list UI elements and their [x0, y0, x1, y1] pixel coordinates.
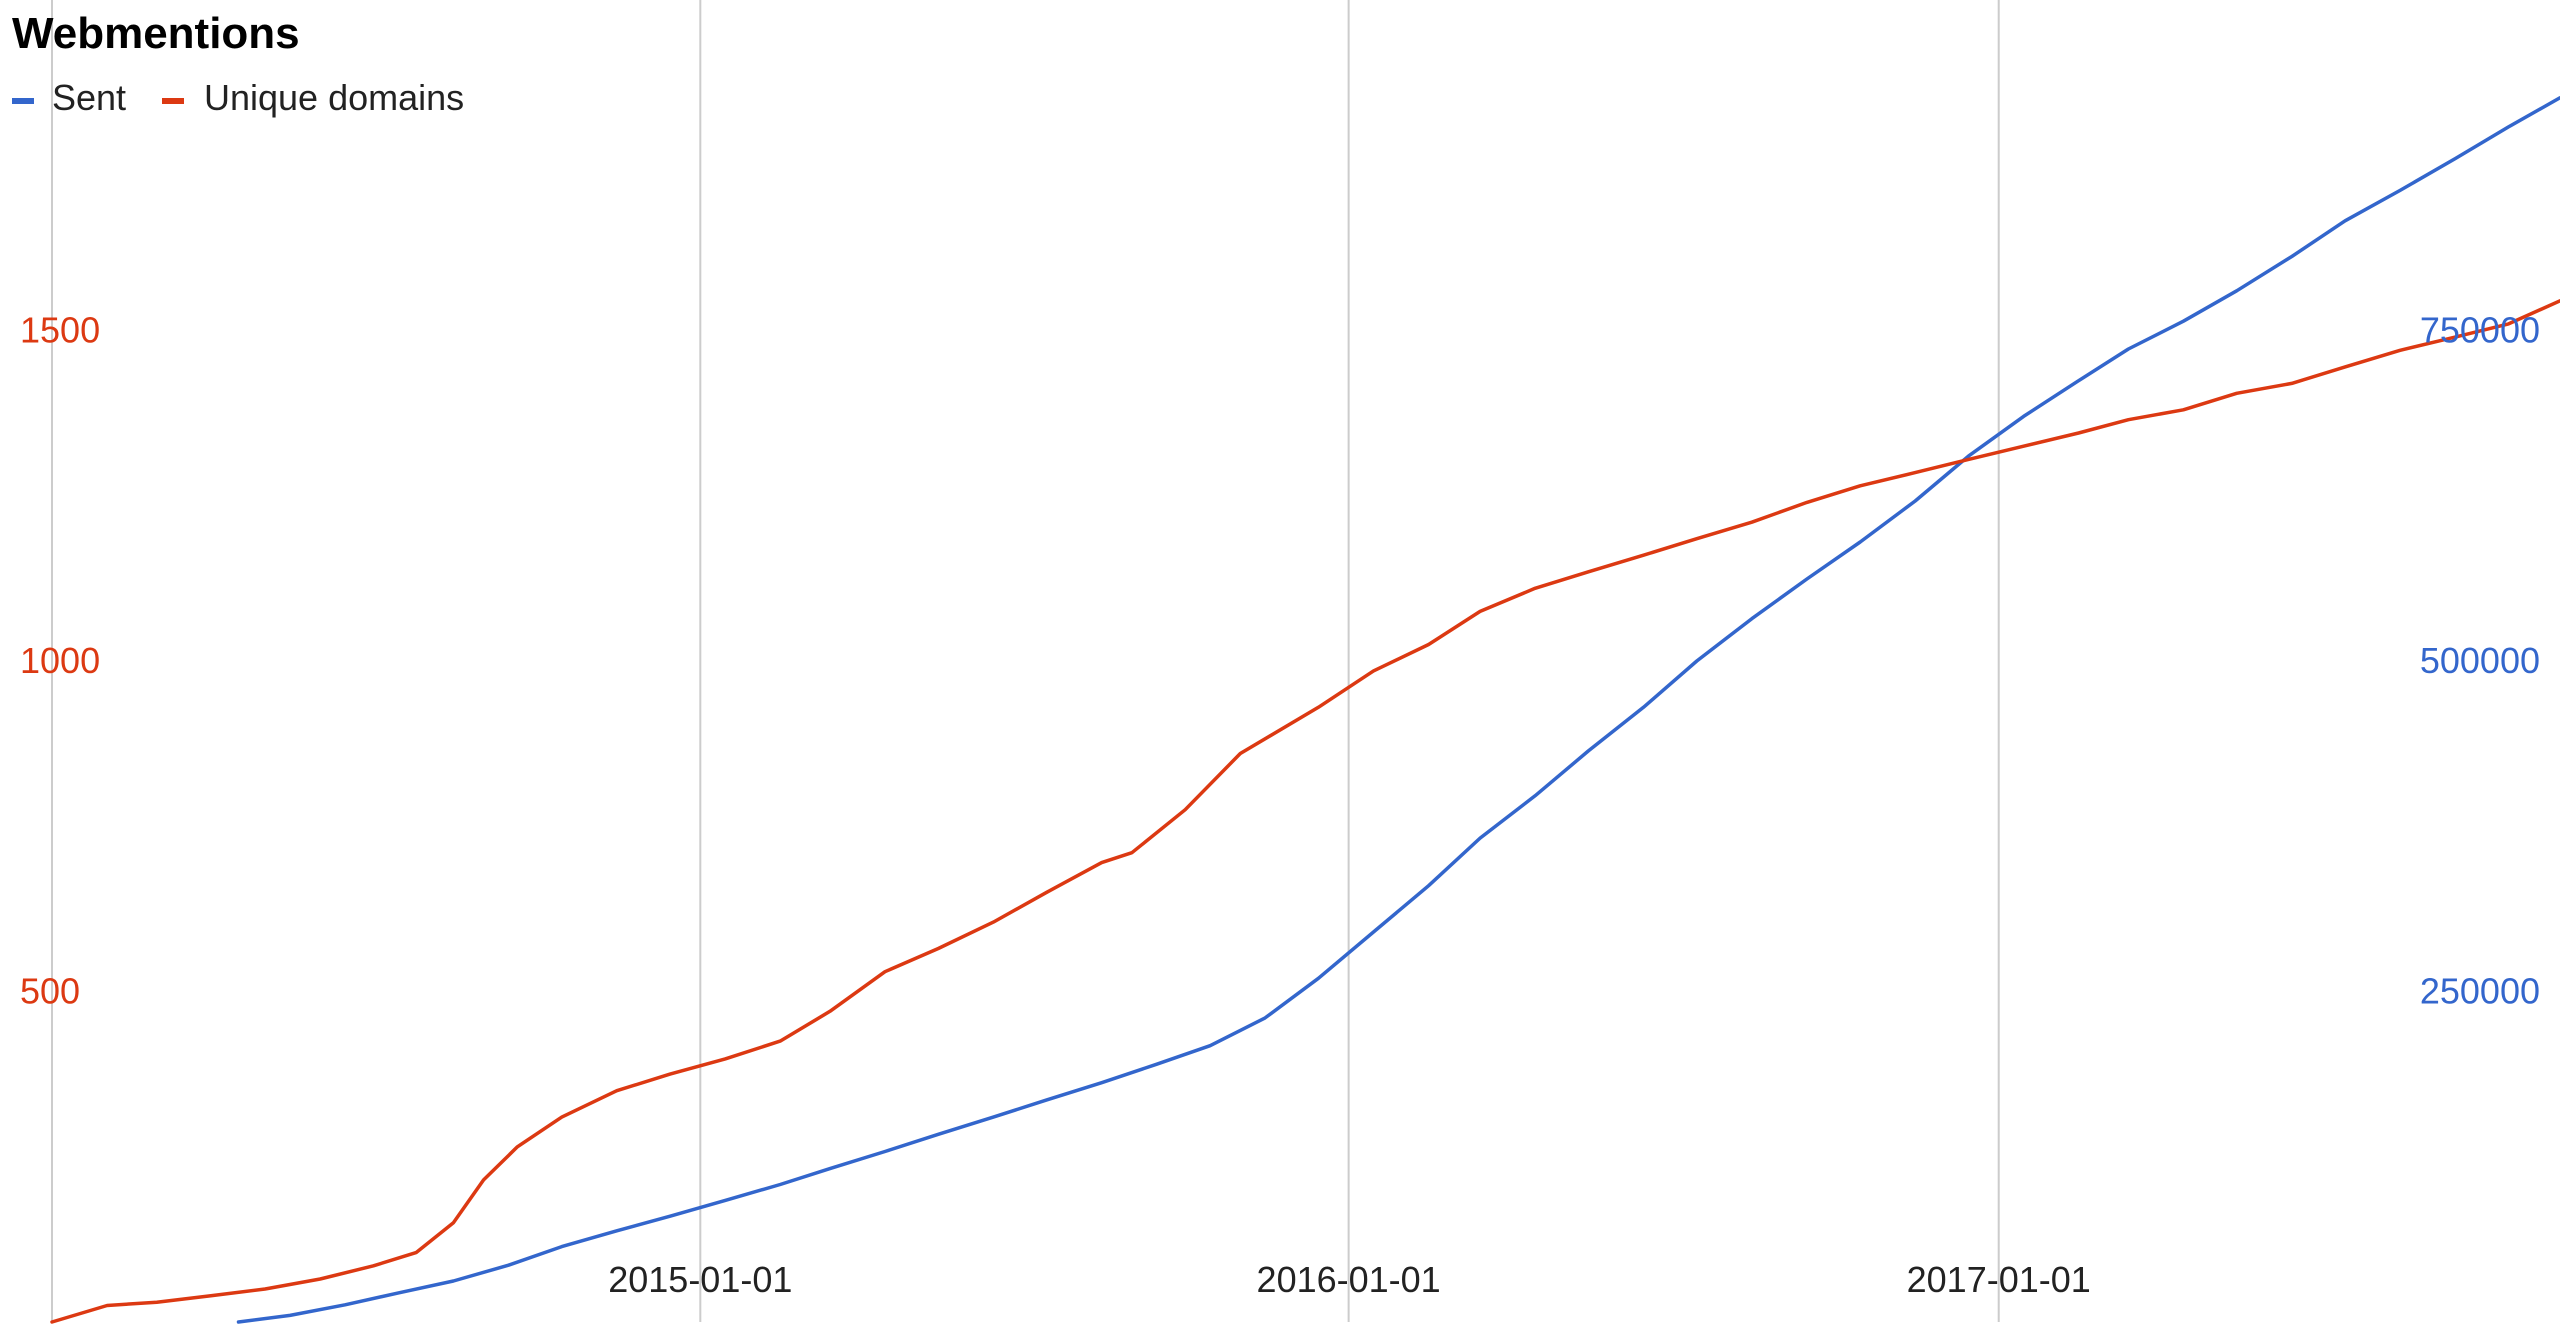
legend-item-sent[interactable]: Sent	[12, 77, 126, 118]
legend-label-sent: Sent	[52, 77, 126, 118]
legend-swatch-unique-domains	[162, 98, 184, 104]
legend: Sent Unique domains	[12, 77, 464, 118]
x-tick-label: 2015-01-01	[608, 1259, 792, 1300]
series-line-sent	[236, 96, 2560, 1324]
chart-title: Webmentions	[12, 9, 300, 58]
series-lines	[50, 96, 2560, 1324]
tick-labels: 2015-01-01 2016-01-01 2017-01-01 500 1000 150…	[20, 310, 2540, 1301]
y-left-tick-label: 1000	[20, 640, 100, 681]
x-tick-label: 2017-01-01	[1907, 1259, 2091, 1300]
x-gridlines	[51, 0, 2000, 1322]
series-line-unique-domains	[50, 299, 2560, 1324]
legend-label-unique-domains: Unique domains	[204, 77, 464, 118]
y-left-tick-label: 1500	[20, 310, 100, 351]
y-right-tick-label: 500000	[2420, 640, 2540, 681]
legend-item-unique-domains[interactable]: Unique domains	[162, 77, 464, 118]
y-right-tick-label: 750000	[2420, 310, 2540, 351]
y-right-tick-label: 250000	[2420, 971, 2540, 1012]
x-tick-label: 2016-01-01	[1257, 1259, 1441, 1300]
y-left-tick-label: 500	[20, 971, 80, 1012]
legend-swatch-sent	[12, 98, 34, 104]
